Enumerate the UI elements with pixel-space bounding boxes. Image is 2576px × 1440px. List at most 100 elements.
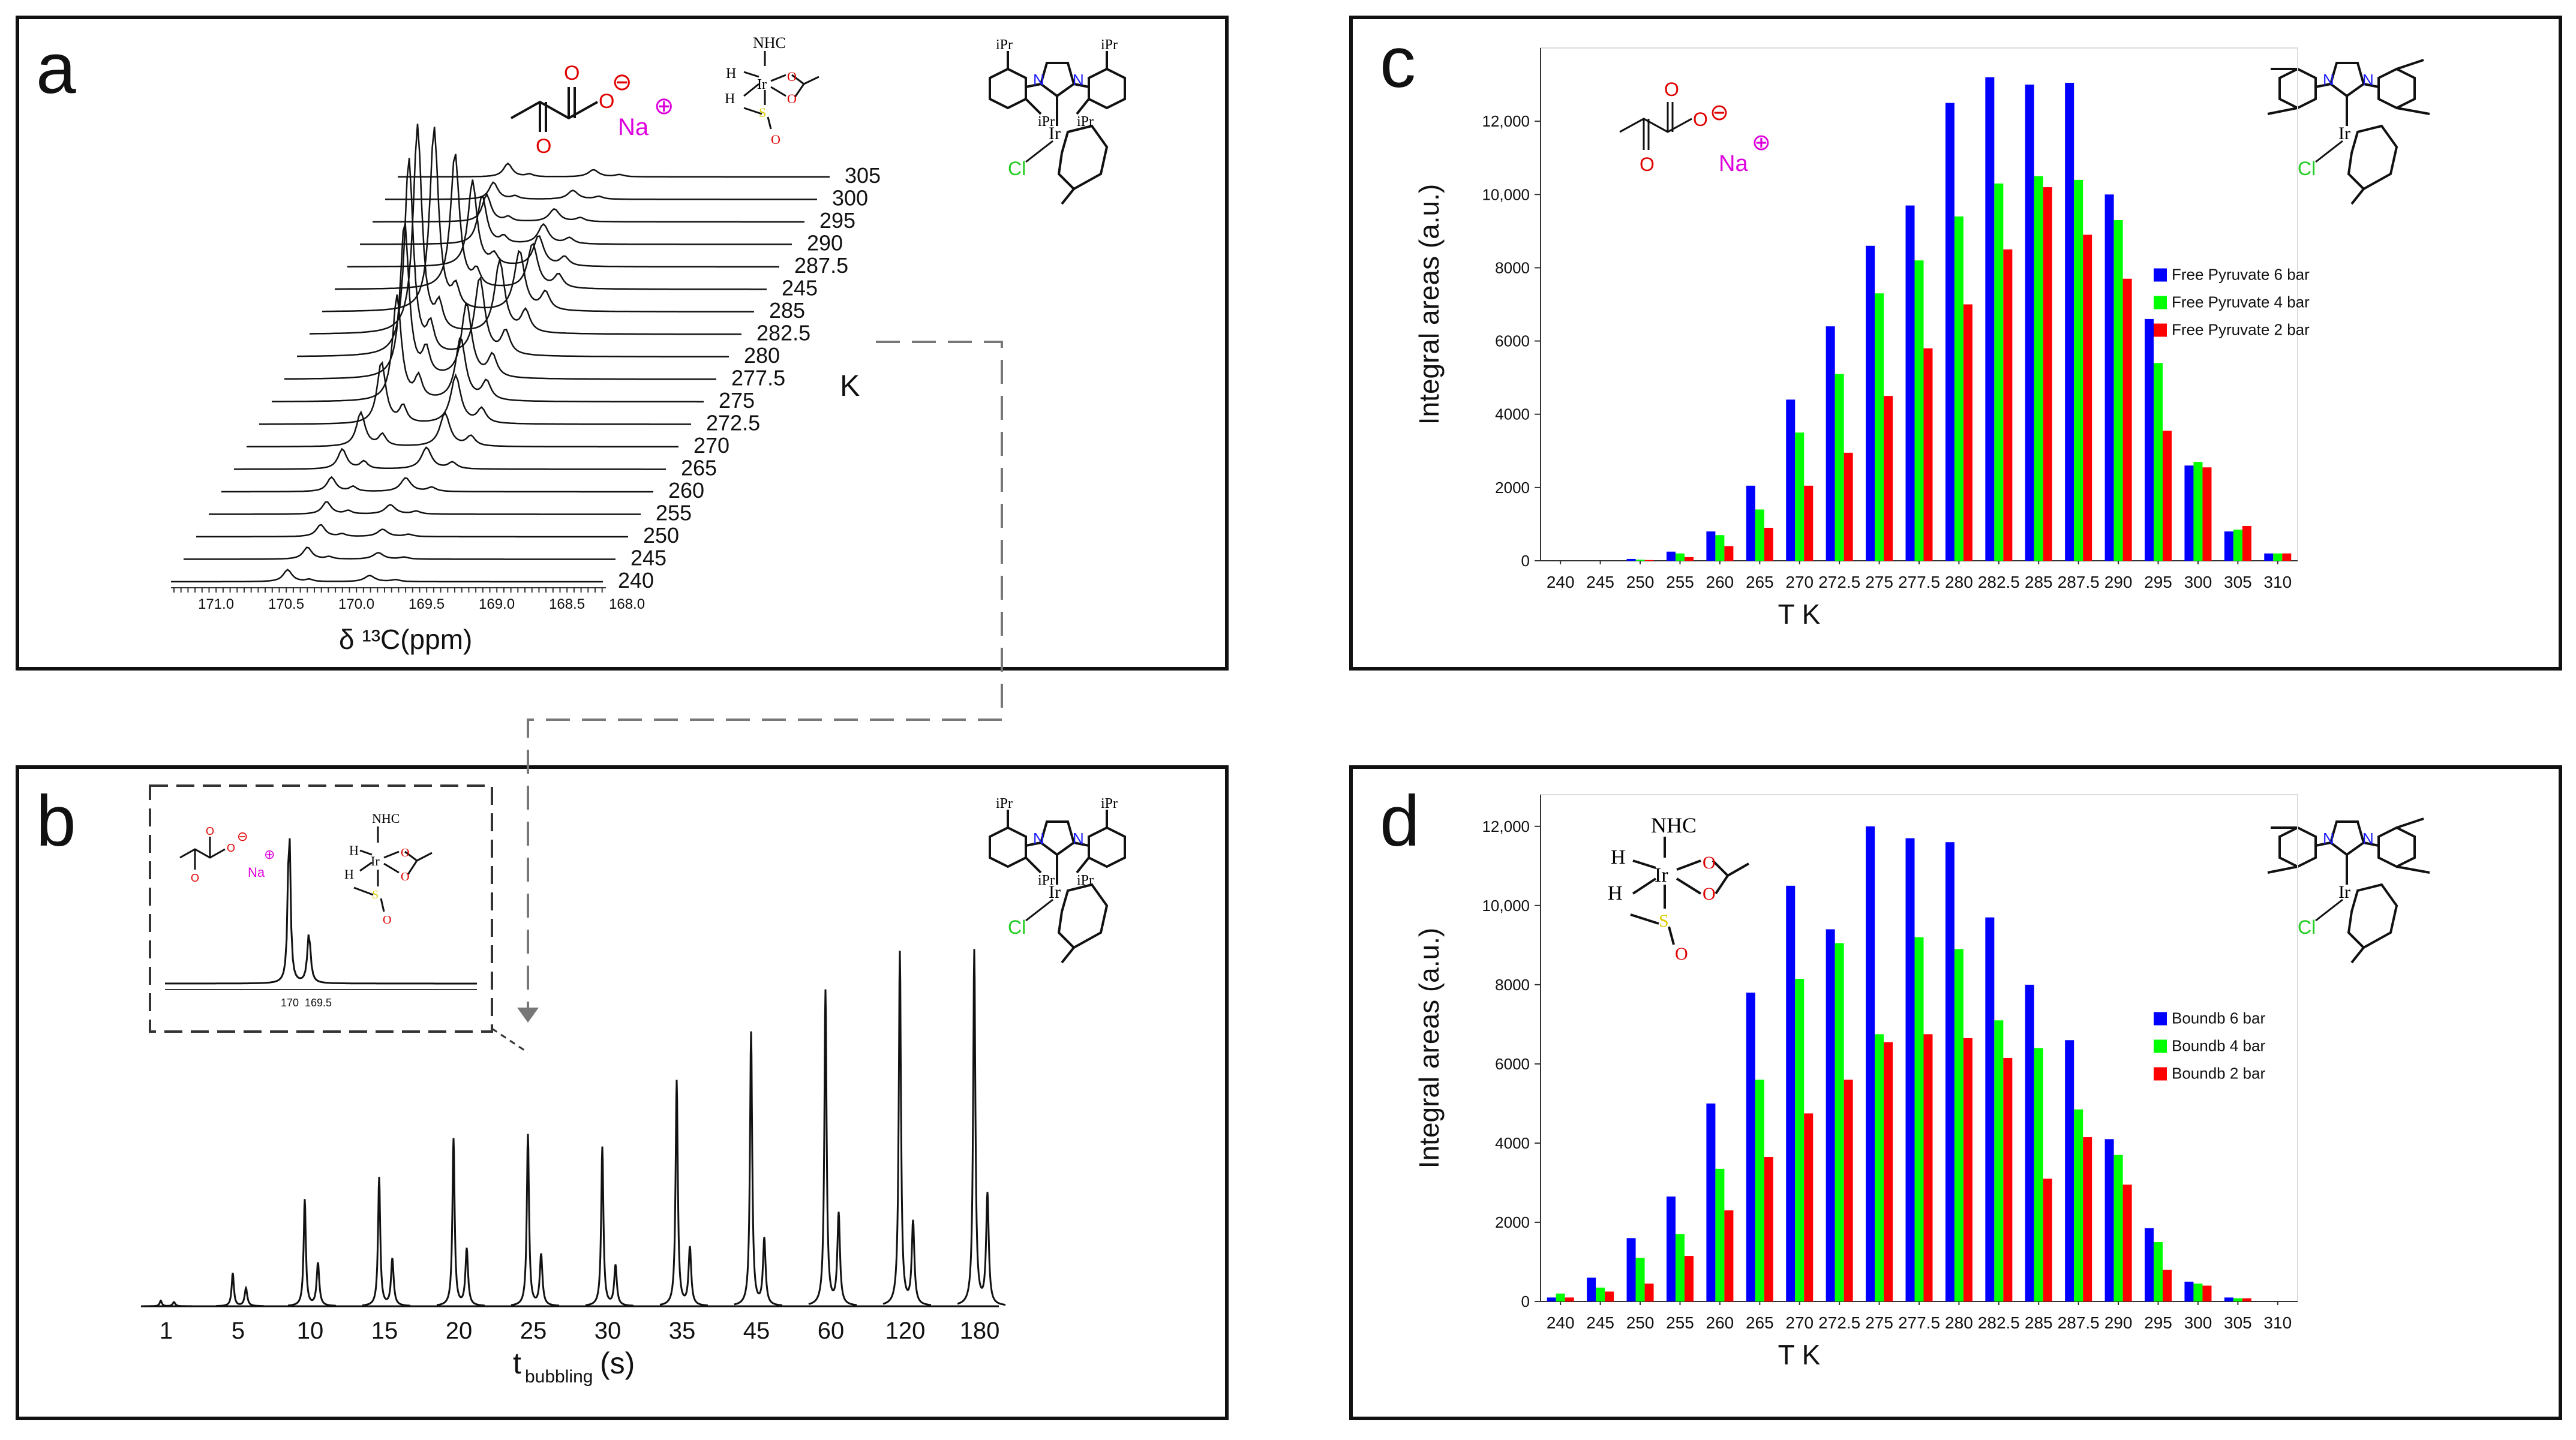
- c-bar: [1835, 374, 1844, 561]
- iridium-label: Ir: [2338, 124, 2350, 143]
- c-bar: [1666, 551, 1676, 561]
- nitrogen-label: N: [1073, 71, 1084, 89]
- d-bar: [1954, 949, 1963, 1301]
- b-xlabel-sub: bubbling: [525, 1367, 593, 1387]
- ir-nhc-catalyst-c: N N Ir Cl: [2267, 59, 2430, 205]
- d-bar: [1866, 826, 1875, 1301]
- d-bar: [1565, 1297, 1574, 1301]
- spectrum-trace: [335, 154, 767, 290]
- b-inset-box: [149, 784, 493, 1033]
- b-xlabel-unit: (s): [600, 1346, 635, 1380]
- c-x-tick-label: 287.5: [2058, 573, 2100, 591]
- c-bar: [1923, 348, 1933, 561]
- ipr-label: iPr: [1101, 37, 1118, 53]
- c-bar: [2145, 318, 2154, 561]
- panel-letter-a: a: [36, 28, 76, 109]
- c-bar: [2074, 179, 2083, 561]
- d-bar: [2034, 1048, 2043, 1301]
- temperature-label: 272.5: [706, 411, 760, 435]
- d-x-tick-label: 300: [2184, 1313, 2212, 1332]
- panel-a-axis: 171.0 170.5 170.0 169.5 169.0 168.5 168.…: [171, 369, 860, 655]
- c-bar: [2242, 525, 2251, 561]
- c-x-tick-label: 282.5: [1978, 573, 2020, 591]
- d-o1: O: [1703, 853, 1716, 873]
- b-inset-o: O: [191, 872, 199, 884]
- c-legend-label: Free Pyruvate 4 bar: [2172, 293, 2310, 311]
- time-label: 180: [960, 1318, 1000, 1344]
- d-s: S: [1659, 911, 1669, 931]
- bubbling-spectrum-peak: [734, 1031, 783, 1306]
- c-xlabel: T K: [1778, 599, 1821, 630]
- aryl-ring-right: [2377, 826, 2416, 868]
- c-legend-swatch: [2154, 296, 2167, 309]
- temperature-label: 290: [807, 231, 843, 255]
- d-ir-complex: [1630, 837, 1749, 945]
- temperature-label: 250: [643, 523, 679, 548]
- pyruvate-structure-a: [511, 87, 598, 132]
- a-tick-label: 170.0: [338, 596, 374, 612]
- d-o3: O: [1675, 944, 1688, 964]
- d-bar: [1945, 842, 1954, 1301]
- temperature-label: 305: [845, 163, 881, 188]
- d-h2: H: [1608, 882, 1623, 904]
- d-x-tick-label: 245: [1586, 1313, 1614, 1332]
- d-x-tick-label: 282.5: [1978, 1313, 2020, 1332]
- d-x-tick-label: 275: [1865, 1313, 1893, 1332]
- ir-nhc-catalyst-d: N N Ir Cl: [2267, 817, 2430, 964]
- c-bar: [1945, 103, 1954, 561]
- panel-letter-c: c: [1380, 22, 1416, 103]
- ipr-label: iPr: [1077, 114, 1094, 130]
- c-x-tick-label: 260: [1706, 573, 1734, 591]
- a-na: Na: [618, 114, 649, 140]
- d-bar: [1684, 1256, 1694, 1301]
- bubbling-spectrum-peak: [511, 1134, 560, 1307]
- c-x-tick-label: 272.5: [1818, 573, 1860, 591]
- d-x-tick-label: 265: [1746, 1313, 1774, 1332]
- chlorine-label: Cl: [1008, 916, 1026, 938]
- chlorine-label: Cl: [2298, 158, 2316, 179]
- temperature-label: 240: [618, 568, 654, 593]
- c-bar: [1963, 304, 1972, 561]
- d-bar: [1884, 1042, 1893, 1301]
- c-bar: [2233, 530, 2242, 561]
- d-bar: [1923, 1034, 1933, 1301]
- d-bar: [1914, 937, 1924, 1301]
- c-x-tick-label: 280: [1945, 573, 1973, 591]
- c-pyr-o2: O: [1664, 79, 1679, 100]
- c-ylabel: Integral areas (a.u.): [1413, 184, 1445, 425]
- b-inset-charge: ⊖: [237, 829, 248, 844]
- c-x-tick-label: 305: [2224, 573, 2252, 591]
- chlorine-label: Cl: [2298, 916, 2316, 938]
- b-s: S: [372, 888, 379, 901]
- spectrum-trace: [360, 195, 792, 245]
- temperature-label: 265: [681, 456, 717, 480]
- d-bar: [2163, 1270, 2172, 1301]
- a-s: S: [759, 105, 766, 120]
- temperature-label: 260: [668, 478, 704, 503]
- d-bar: [1556, 1293, 1565, 1301]
- c-bar: [1626, 558, 1636, 561]
- c-x-tick-label: 250: [1626, 573, 1655, 591]
- spectrum-trace: [310, 124, 741, 335]
- nitrogen-label: N: [1033, 829, 1044, 847]
- d-bar: [2202, 1285, 2212, 1301]
- spectrum-trace: [221, 476, 653, 493]
- temperature-label: 300: [832, 186, 868, 211]
- d-legend-swatch: [2154, 1067, 2167, 1081]
- b-xlabel-t: t: [513, 1346, 521, 1380]
- ipr-label: iPr: [1038, 114, 1055, 130]
- c-bar: [1715, 535, 1725, 561]
- d-bar: [2242, 1298, 2251, 1301]
- panel-letter-d: d: [1380, 781, 1420, 861]
- a-xlabel: δ ¹³C(ppm): [339, 624, 472, 655]
- chart-c: 0 2000 4000 6000 8000 10,000 12,000 240 245 250 25…: [1413, 47, 2310, 630]
- d-y-tick-label: 0: [1521, 1292, 1530, 1310]
- nitrogen-label: N: [2323, 71, 2334, 89]
- c-bar: [2282, 553, 2292, 561]
- spectrum-trace: [234, 446, 666, 470]
- aryl-ring-left: [989, 826, 1027, 868]
- spectrum-trace: [272, 294, 704, 403]
- c-x-tick-label: 290: [2104, 573, 2133, 591]
- d-bar: [1985, 917, 1995, 1301]
